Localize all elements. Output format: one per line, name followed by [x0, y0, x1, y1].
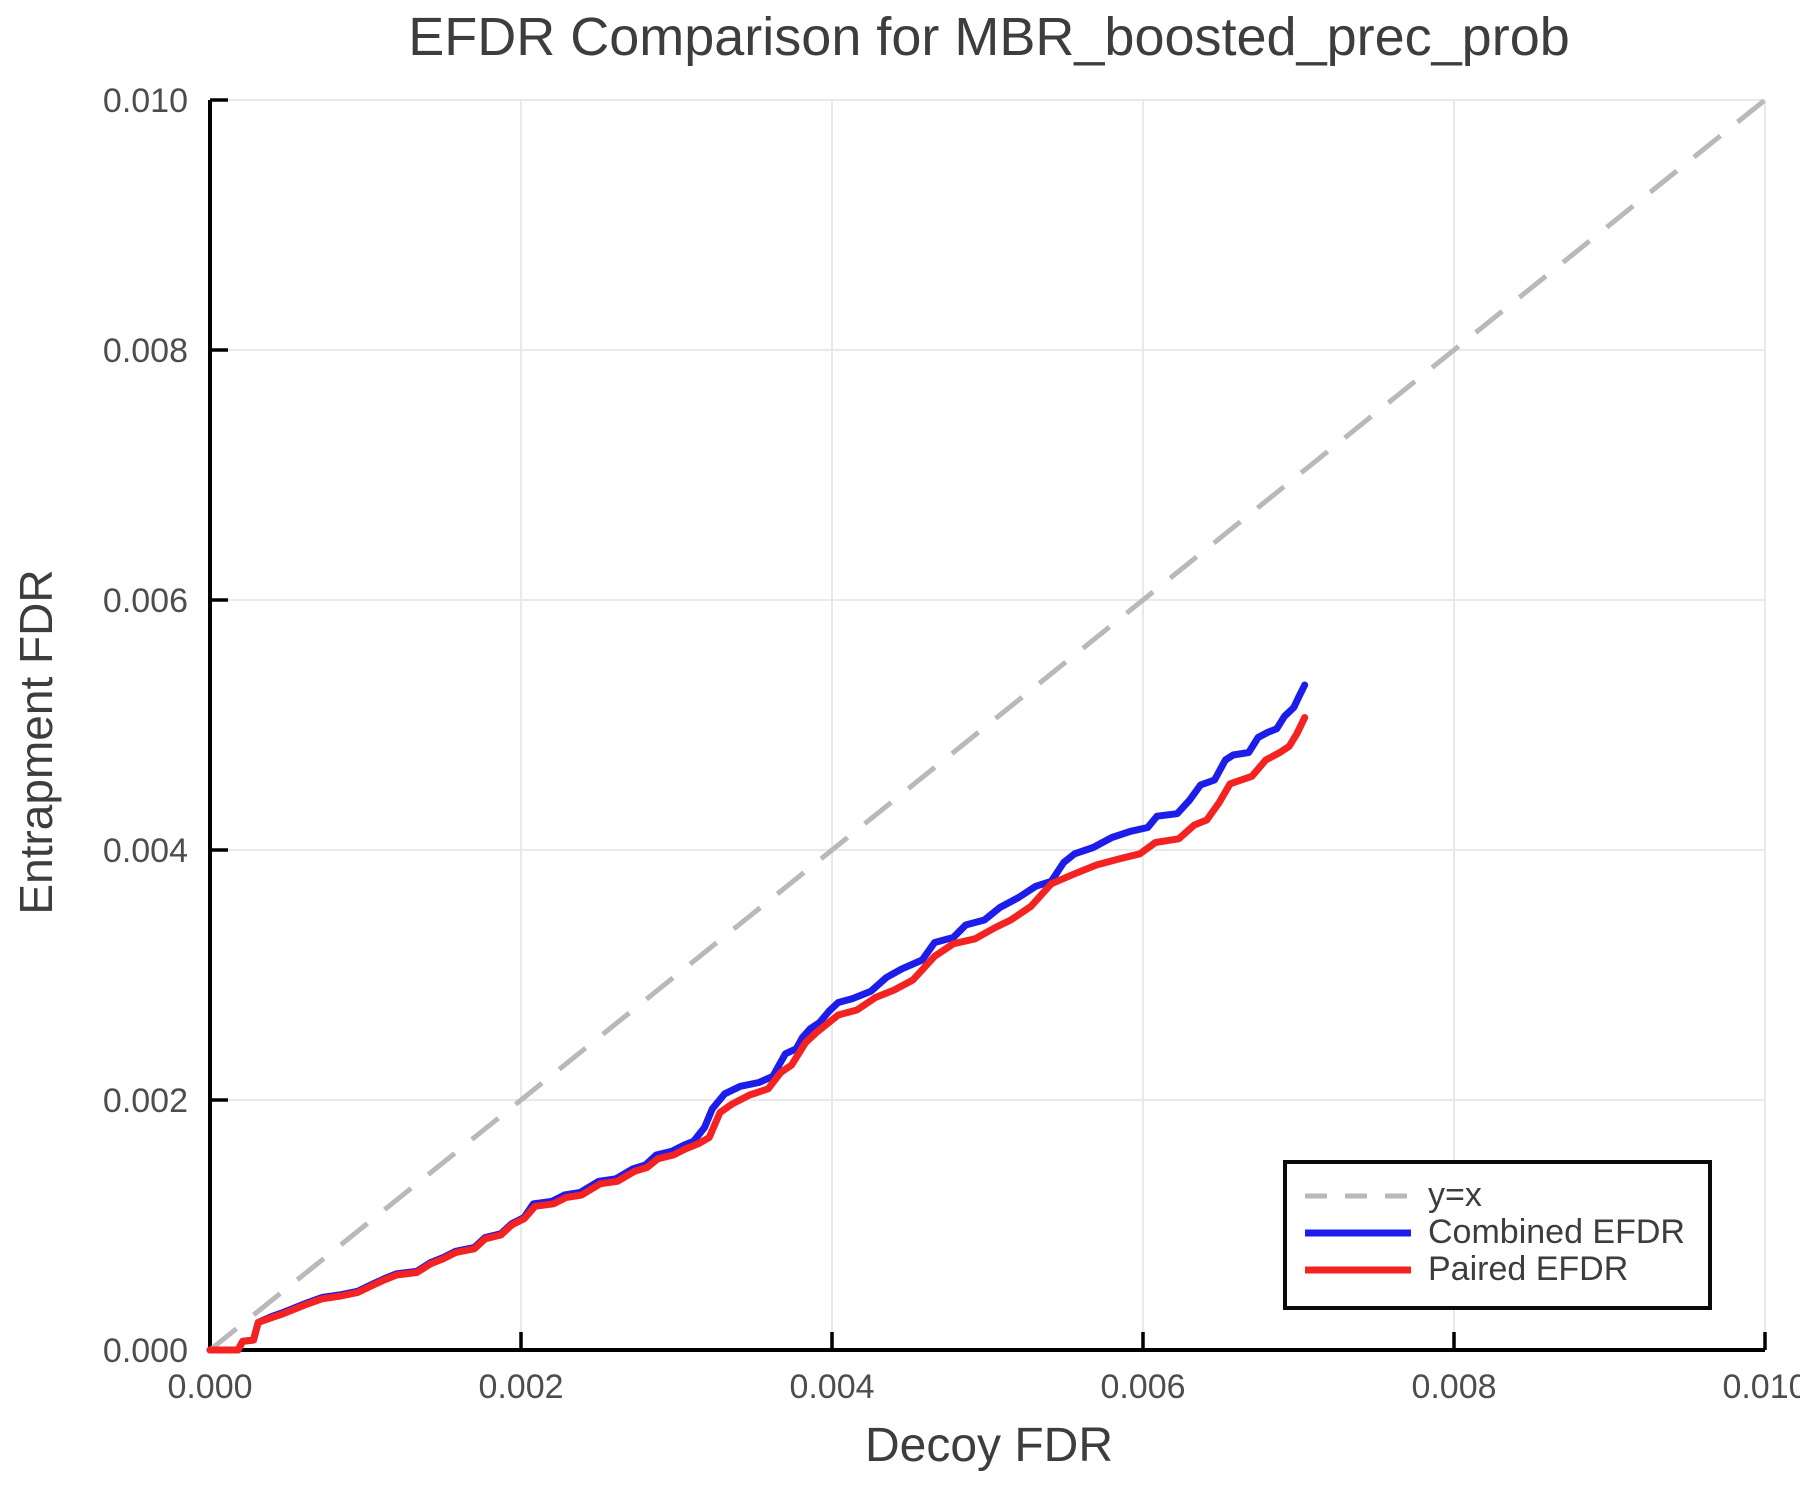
legend-item-y-equals-x: y=x	[1303, 1176, 1708, 1214]
legend-item-paired-efdr: Paired EFDR	[1303, 1250, 1708, 1288]
x-tick-label: 0.002	[478, 1368, 563, 1406]
y-tick-label: 0.008	[103, 332, 188, 370]
legend-item-combined-efdr: Combined EFDR	[1303, 1213, 1708, 1251]
y-tick-label: 0.010	[103, 82, 188, 120]
y-tick-label: 0.000	[103, 1332, 188, 1370]
legend-line-sample-dashed	[1305, 1193, 1411, 1198]
y-tick-label: 0.006	[103, 582, 188, 620]
legend-label-combined-efdr: Combined EFDR	[1428, 1213, 1685, 1251]
chart-title: EFDR Comparison for MBR_boosted_prec_pro…	[408, 7, 1570, 67]
legend-line-sample-combined	[1305, 1229, 1411, 1236]
x-axis-label: Decoy FDR	[864, 1419, 1114, 1472]
series-line-paired-efdr	[206, 714, 1309, 1354]
x-tick-label: 0.006	[1100, 1368, 1185, 1406]
y-tick-label: 0.002	[103, 1082, 188, 1120]
y-axis-label: Entrapment FDR	[10, 569, 62, 915]
x-tick-label: 0.008	[1411, 1368, 1496, 1406]
legend-line-sample-paired	[1305, 1266, 1411, 1273]
y-tick-label: 0.004	[103, 832, 188, 870]
x-tick-label: 0.004	[789, 1368, 874, 1406]
legend-box: y=x Combined EFDR Paired EFDR	[1283, 1160, 1712, 1310]
legend-label-paired-efdr: Paired EFDR	[1428, 1250, 1629, 1288]
legend-label-y-equals-x: y=x	[1428, 1176, 1482, 1214]
x-tick-label: 0.000	[167, 1368, 252, 1406]
series-line-combined-efdr	[206, 681, 1309, 1354]
x-tick-label: 0.010	[1722, 1368, 1800, 1406]
